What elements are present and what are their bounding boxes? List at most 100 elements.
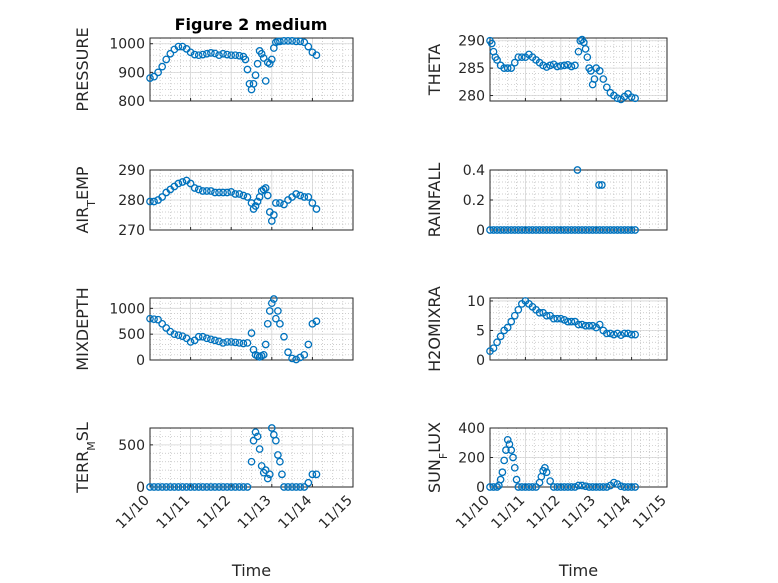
data-point <box>493 226 501 234</box>
y-tick-label: 280 <box>118 193 145 209</box>
series-rainfall <box>486 166 639 234</box>
data-point <box>546 61 555 70</box>
data-point <box>186 483 195 491</box>
data-point <box>571 483 579 491</box>
axes-terr_msl: 0 500 TERRMSL 11/10 11/11 11/12 11/13 11/14 11/1… <box>73 422 356 580</box>
data-point <box>263 319 272 328</box>
data-point <box>166 483 175 491</box>
data-point <box>249 436 258 445</box>
x-tick-label: 11/10 <box>453 493 493 533</box>
data-point <box>186 179 195 188</box>
data-point <box>493 56 501 64</box>
x-tick-label: 11/14 <box>275 492 315 532</box>
data-point <box>257 49 266 58</box>
data-point <box>223 188 231 197</box>
data-point <box>194 332 203 341</box>
data-point <box>253 432 262 441</box>
x-tick-label: 11/13 <box>559 493 599 533</box>
data-point <box>292 37 301 46</box>
data-point <box>251 71 260 80</box>
data-point <box>510 311 519 320</box>
data-point <box>606 329 615 338</box>
data-point <box>239 483 248 491</box>
data-point <box>518 226 526 234</box>
axes-sun_flux: 0 200 400 SUNFLUX11/1011/1111/1211/1311/141… <box>425 421 670 580</box>
data-point <box>219 339 227 347</box>
data-point <box>219 49 227 58</box>
data-point <box>202 334 211 343</box>
data-point <box>265 59 274 68</box>
data-point <box>574 481 583 490</box>
data-point <box>162 55 171 64</box>
data-point <box>174 483 183 491</box>
data-point <box>567 483 576 491</box>
data-point <box>178 483 187 491</box>
data-point <box>215 483 223 491</box>
data-point <box>560 61 569 70</box>
data-point <box>269 295 278 303</box>
data-point <box>500 64 509 72</box>
data-point <box>592 226 601 234</box>
data-point <box>503 226 512 234</box>
data-point <box>535 226 544 234</box>
y-tick-label: 1000 <box>109 301 145 317</box>
data-point <box>280 37 288 45</box>
data-point <box>207 49 215 57</box>
data-point <box>231 483 240 491</box>
data-point <box>549 226 558 234</box>
data-point <box>507 226 516 234</box>
y-tick-label: 5 <box>476 323 485 339</box>
data-point <box>202 49 211 58</box>
data-point <box>215 188 223 197</box>
data-point <box>247 329 256 337</box>
data-point <box>574 320 583 329</box>
data-point <box>284 37 292 45</box>
data-point <box>235 483 244 491</box>
axes-outline <box>149 297 354 361</box>
data-point <box>620 226 629 234</box>
data-point <box>202 187 211 195</box>
data-point <box>174 331 183 340</box>
data-point <box>542 63 551 71</box>
data-point <box>150 72 158 81</box>
y-axis-label: MIXDEPTH <box>73 287 92 370</box>
data-point <box>631 330 639 339</box>
y-axis-label: H2OMIXRA <box>425 286 444 372</box>
data-point <box>150 483 158 491</box>
data-point <box>624 483 632 491</box>
data-point <box>190 50 199 59</box>
data-point <box>292 483 301 491</box>
data-point <box>521 226 530 234</box>
y-tick-label: 0 <box>136 353 145 369</box>
x-tick-label: 11/11 <box>488 493 528 533</box>
data-point <box>278 470 286 479</box>
data-point <box>585 321 593 330</box>
data-point <box>500 226 509 234</box>
data-point <box>528 226 537 234</box>
data-point <box>489 483 498 491</box>
data-point <box>518 483 526 491</box>
y-tick-label: 0 <box>476 353 485 369</box>
data-point <box>602 226 611 234</box>
data-point <box>613 94 622 103</box>
y-axis-label: AIRTEMP <box>73 166 98 233</box>
data-point <box>514 305 523 314</box>
data-point <box>509 453 517 462</box>
axes-outline <box>149 427 354 488</box>
y-tick-label: 1000 <box>109 37 145 53</box>
axes-rainfall: 0 0.2 0.4 RAINFALL <box>425 163 668 239</box>
data-point <box>186 48 195 57</box>
data-point <box>265 470 274 479</box>
data-point <box>564 226 572 234</box>
data-point <box>574 47 583 56</box>
data-point <box>595 181 603 189</box>
data-point <box>267 299 276 308</box>
data-point <box>581 321 590 330</box>
data-point <box>573 166 582 174</box>
data-point <box>578 481 586 490</box>
data-point <box>255 445 264 453</box>
data-point <box>162 483 171 491</box>
data-point <box>243 483 252 491</box>
y-tick-label: 0.2 <box>463 193 485 209</box>
series-mixdepth <box>146 295 321 364</box>
